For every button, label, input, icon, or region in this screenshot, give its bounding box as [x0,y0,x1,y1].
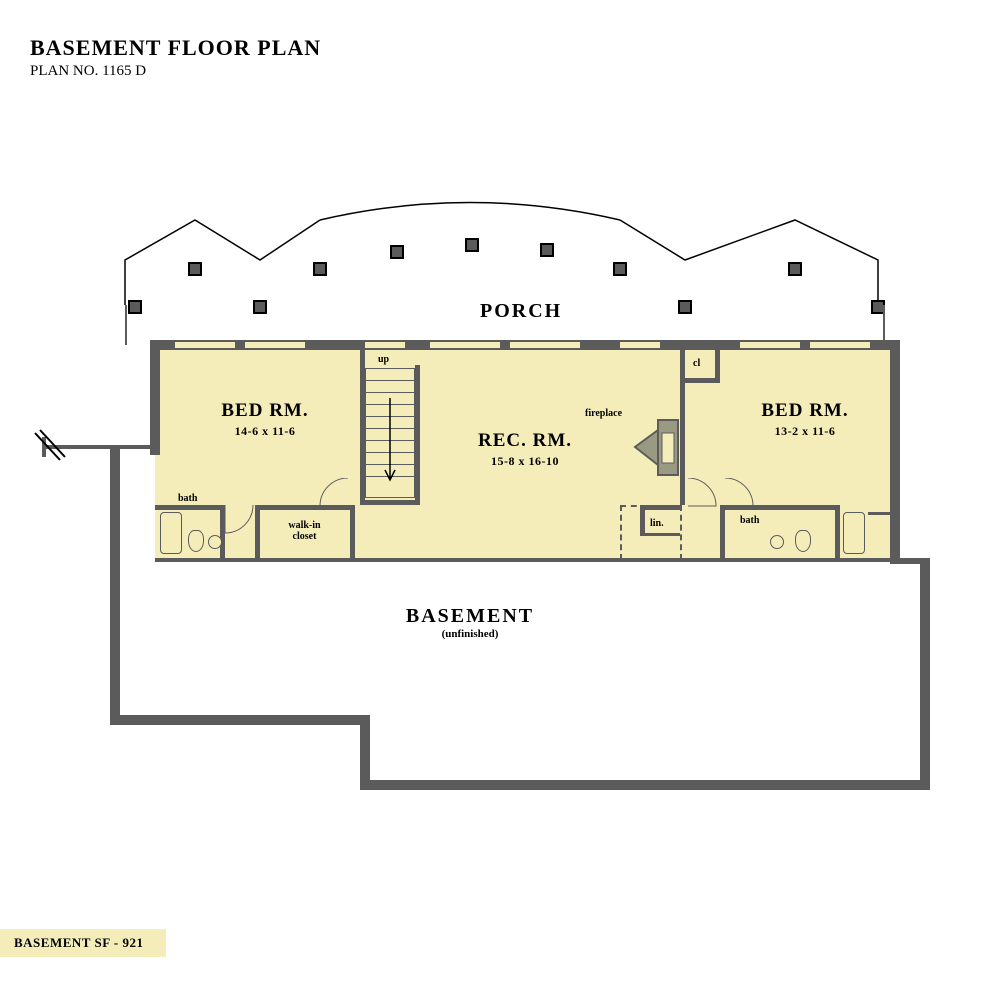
wall [360,500,420,505]
door-swing [688,478,723,508]
wall-connector [890,558,930,564]
room-dim: 15-8 x 16-10 [465,454,585,469]
toilet-fixture [188,530,204,552]
door-swing [725,478,760,508]
wall [835,505,840,560]
bath-left-label: bath [178,493,197,504]
wall [680,350,685,505]
wall [640,505,645,535]
porch-edge [883,305,885,345]
wall-basement-left [110,445,120,725]
tub-fixture [843,512,865,554]
porch-post [613,262,627,276]
basement-label: BASEMENT (unfinished) [390,605,550,640]
footer-badge: BASEMENT SF - 921 [0,929,166,957]
wall-basement-right [920,558,930,790]
toilet-fixture [795,530,811,552]
wall [868,512,890,515]
window [175,340,235,350]
stairs [365,368,415,498]
porch-post [313,262,327,276]
porch-post [465,238,479,252]
linen-label: lin. [650,518,664,529]
wall-dashed [620,505,622,560]
header: BASEMENT FLOOR PLAN PLAN NO. 1165 D [30,35,321,80]
porch-edge [125,305,127,345]
room-dim: 14-6 x 11-6 [205,424,325,439]
basement-sub: (unfinished) [390,628,550,640]
porch-post [188,262,202,276]
room-name: BED RM. [205,400,325,422]
window [810,340,870,350]
wall [350,505,355,560]
porch-post [128,300,142,314]
porch-label: PORCH [480,300,562,323]
door-swing [318,478,353,508]
window [510,340,580,350]
cl-label: cl [693,358,700,369]
door [365,340,405,350]
up-label: up [378,354,389,365]
wic-1: walk-in [277,520,332,531]
wall-right [890,340,900,560]
window [245,340,305,350]
porch-post [253,300,267,314]
rec-label: REC. RM. 15-8 x 16-10 [465,430,585,469]
room-dim: 13-2 x 11-6 [745,424,865,439]
fireplace-label: fireplace [585,408,622,419]
basement-name: BASEMENT [390,605,550,628]
window [740,340,800,350]
window [430,340,500,350]
sink-fixture [770,535,784,549]
wall-basement-bottom [360,780,930,790]
door [620,340,660,350]
bath-right-label: bath [740,515,759,526]
wall-basement-bump-left [360,715,370,790]
porch-post [540,243,554,257]
wall-stair-right [415,365,420,505]
wall [720,505,725,560]
page-title: BASEMENT FLOOR PLAN [30,35,321,61]
fireplace-shape [630,415,680,485]
break-mark [30,425,70,470]
wall [640,505,680,510]
bed-right-label: BED RM. 13-2 x 11-6 [745,400,865,439]
wic-2: closet [277,531,332,542]
porch-post [788,262,802,276]
tub-fixture [160,512,182,554]
wall [680,378,720,383]
porch-post [390,245,404,259]
plan-number: PLAN NO. 1165 D [30,63,321,80]
wall [640,533,680,536]
bed-left-label: BED RM. 14-6 x 11-6 [205,400,325,439]
room-name: REC. RM. [465,430,585,452]
door-swing [225,505,260,540]
room-name: BED RM. [745,400,865,422]
porch-post [678,300,692,314]
footer-text: BASEMENT SF - 921 [14,935,144,950]
wall-left-upper [150,340,160,455]
wall [155,505,225,510]
walk-in-closet-label: walk-in closet [277,520,332,542]
sink-fixture [208,535,222,549]
wall-dashed [680,505,682,560]
wall-finished-bottom [155,558,893,562]
wall [715,350,720,380]
wall-basement-bottom-left [110,715,370,725]
floor-plan: up cl PORCH BED RM. 14-6 x 11-6 REC. RM. [60,260,940,760]
